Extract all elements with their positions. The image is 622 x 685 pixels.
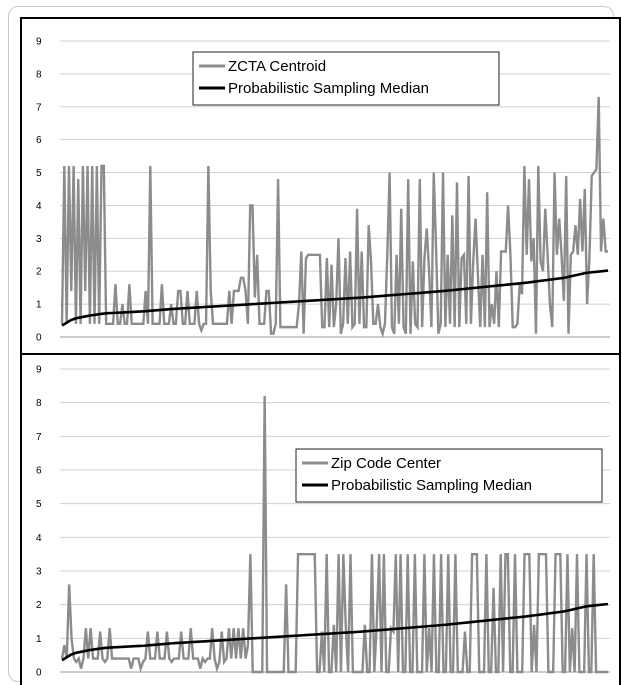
y-tick-label: 2 (36, 600, 42, 611)
y-tick-label: 3 (36, 567, 42, 578)
y-tick-label: 0 (36, 333, 42, 344)
y-tick-label: 9 (36, 365, 42, 376)
y-tick-label: 2 (36, 267, 42, 278)
y-tick-label: 6 (36, 135, 42, 146)
y-tick-label: 6 (36, 466, 42, 477)
y-tick-label: 8 (36, 398, 42, 409)
legend-box (192, 51, 500, 106)
y-tick-label: 3 (36, 234, 42, 245)
y-tick-label: 1 (36, 634, 42, 645)
y-tick-label: 4 (36, 201, 42, 212)
legend-box (295, 448, 603, 503)
series-line-probabilistic-sampling-median (61, 269, 609, 327)
chart-zcta-svg: 0 1 2 3 4 5 6 7 8 9 ZCTA Centroid Probabilistic Sam… (36, 37, 610, 344)
y-tick-label: 0 (36, 668, 42, 679)
y-tick-label: 4 (36, 533, 42, 544)
chart-panel-zcta: 0 1 2 3 4 5 6 7 8 9 ZCTA Centroid Probabilistic Sam… (20, 17, 621, 356)
y-tick-label: 1 (36, 300, 42, 311)
chart-zip-svg: 0 1 2 3 4 5 6 7 8 9 Zip Code Center Probabilistic S… (36, 365, 610, 679)
y-tick-label: 9 (36, 37, 42, 48)
y-tick-label: 8 (36, 69, 42, 80)
y-tick-label: 7 (36, 432, 42, 443)
legend: ZCTA Centroid Probabilistic Sampling Medi… (192, 51, 500, 106)
legend-label: Probabilistic Sampling Median (228, 80, 429, 97)
legend-label: Probabilistic Sampling Median (331, 477, 532, 494)
y-axis-tick-labels: 0 1 2 3 4 5 6 7 8 9 (36, 37, 42, 344)
series-line-zip-code-center (60, 395, 608, 674)
legend: Zip Code Center Probabilistic Sampling Me… (295, 448, 603, 503)
y-axis-tick-labels: 0 1 2 3 4 5 6 7 8 9 (36, 365, 42, 679)
y-tick-label: 5 (36, 499, 42, 510)
series-line-probabilistic-sampling-median (61, 602, 609, 662)
series-line-zcta-centroid (60, 96, 608, 338)
legend-label: ZCTA Centroid (228, 58, 326, 75)
y-tick-label: 5 (36, 168, 42, 179)
legend-label: Zip Code Center (331, 455, 441, 472)
y-tick-label: 7 (36, 102, 42, 113)
chart-panel-zip: 0 1 2 3 4 5 6 7 8 9 Zip Code Center Probabilistic S… (20, 353, 621, 685)
